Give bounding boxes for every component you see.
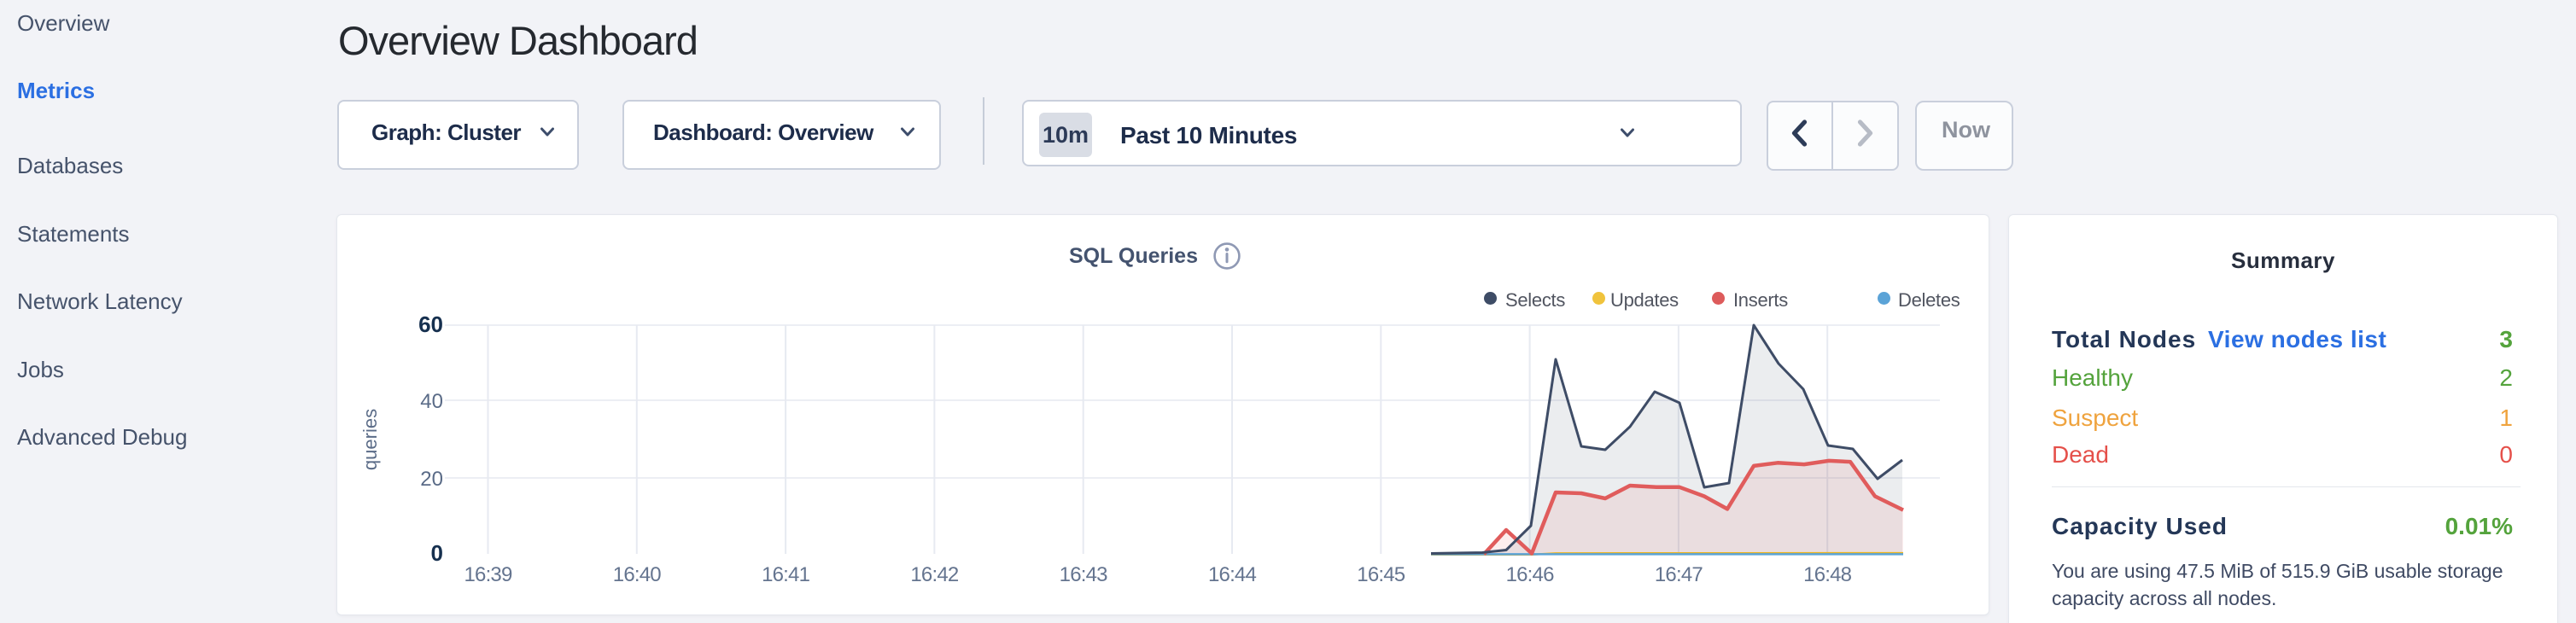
svg-text:16:39: 16:39	[464, 563, 512, 586]
svg-text:16:45: 16:45	[1357, 563, 1405, 586]
svg-text:16:40: 16:40	[613, 563, 662, 586]
svg-text:16:48: 16:48	[1803, 563, 1852, 586]
svg-text:16:44: 16:44	[1208, 563, 1257, 586]
svg-text:60: 60	[418, 312, 443, 337]
svg-text:20: 20	[420, 468, 443, 491]
svg-text:queries: queries	[359, 409, 381, 470]
svg-text:0: 0	[431, 540, 443, 566]
svg-text:40: 40	[420, 390, 443, 413]
svg-text:16:41: 16:41	[762, 563, 810, 586]
svg-text:16:42: 16:42	[910, 563, 959, 586]
svg-text:16:43: 16:43	[1060, 563, 1108, 586]
svg-text:16:47: 16:47	[1655, 563, 1703, 586]
svg-text:16:46: 16:46	[1506, 563, 1555, 586]
